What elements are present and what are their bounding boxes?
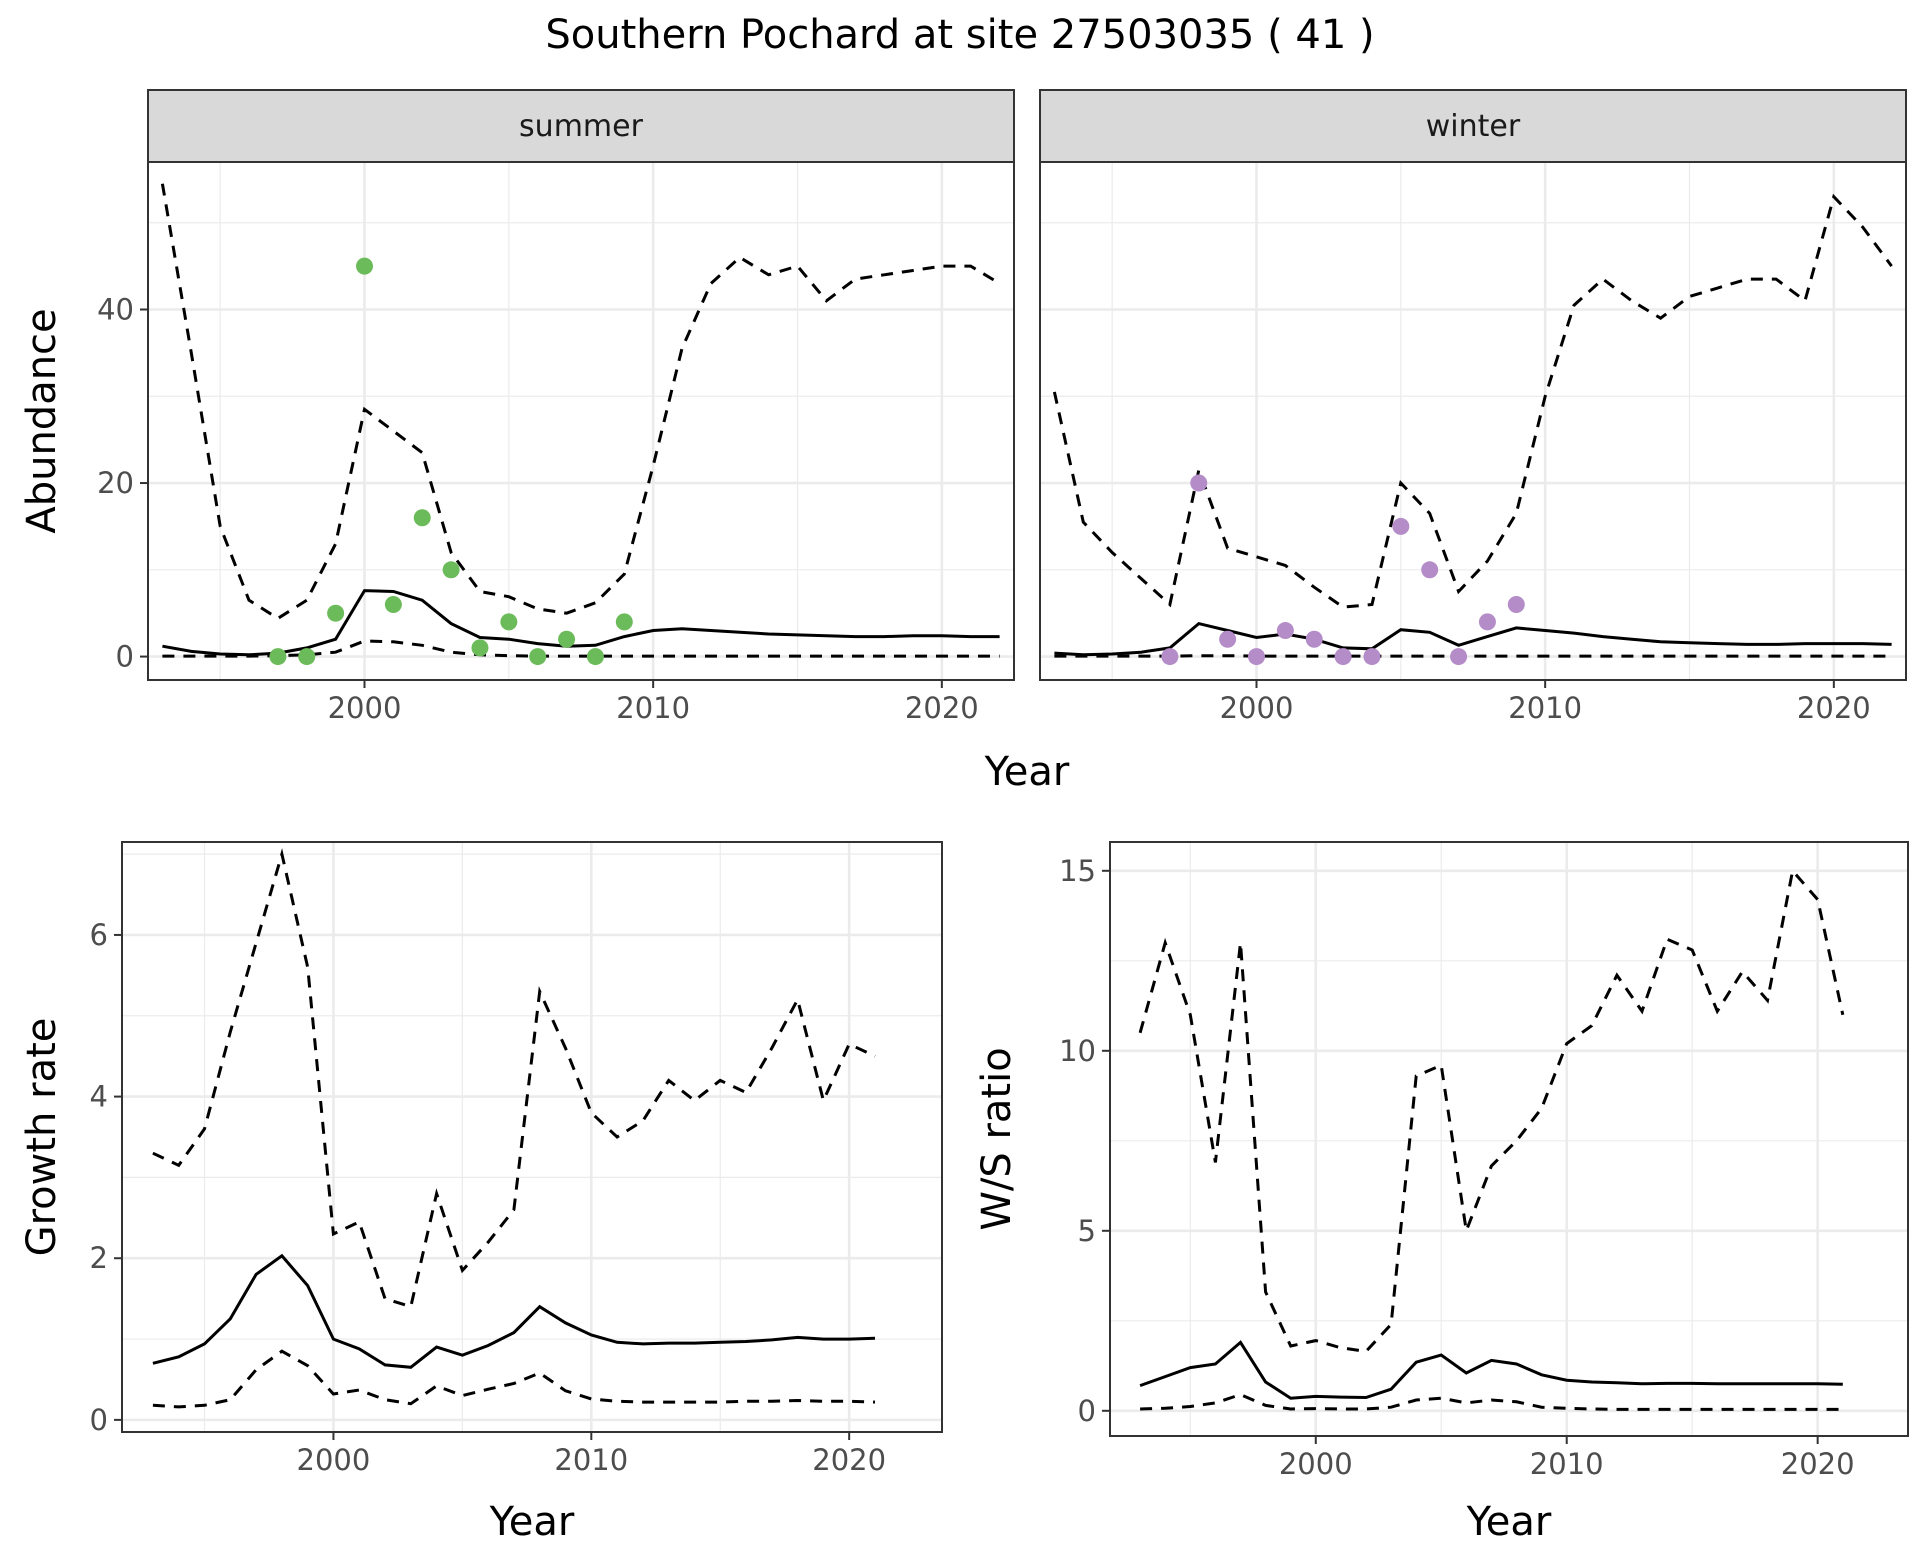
strip-winter [1039,89,1907,163]
winter-plot-border [1039,161,1907,681]
y-tick-label: 15 [1059,854,1096,888]
winter-grid [1040,162,1906,680]
x-tick-label: 2000 [1279,1447,1353,1481]
ws-plot-border [1109,841,1909,1437]
observation-point [586,648,604,666]
observation-point [1161,648,1179,666]
lower-bound-line [1140,1392,1843,1411]
upper-bound-line [1138,867,1845,1353]
ws-grid [1110,842,1908,1436]
summer-lines [160,183,1001,658]
winter-points [1161,474,1525,666]
ws-ylabel: W/S ratio [974,1047,1020,1230]
ws-y-ticks: 0 5 10 15 [1059,854,1110,1428]
y-tick-label: 5 [1078,1214,1096,1248]
ws-xlabel: Year [1466,1499,1552,1545]
summer-x-ticks: 2000 2010 2020 [328,680,979,725]
observation-point [529,648,547,666]
abundance-xlabel: Year [984,749,1070,795]
observation-point [442,561,460,579]
strip-summer [147,89,1015,163]
growth-xlabel: Year [489,1499,575,1545]
x-tick-label: 2020 [1781,1447,1855,1481]
observation-point [1219,630,1237,648]
ws-ratio-panel: 2000 2010 2020 0 5 10 15 W/S ratio Year [974,841,1909,1545]
median-line [1054,621,1892,657]
upper-bound-line [160,183,1001,621]
y-tick-label: 0 [90,1403,108,1437]
observation-point [1392,517,1410,535]
chart-title: Southern Pochard at site 27503035 ( 41 ) [545,12,1374,58]
observation-point [1190,474,1208,492]
growth-grid [122,842,942,1432]
growth-y-ticks: 0 2 4 6 [90,918,122,1437]
observation-point [1421,561,1439,579]
observation-point [356,257,373,275]
growth-x-ticks: 2000 2010 2020 [297,1432,886,1477]
observation-point [1334,648,1352,666]
x-tick-label: 2000 [1220,691,1294,725]
ws-x-ticks: 2000 2010 2020 [1279,1436,1855,1481]
y-tick-label: 4 [90,1080,108,1114]
y-tick-label: 40 [97,293,134,327]
abundance-winter-panel: winter 2000 2010 2020 [1039,89,1907,725]
observation-point [558,630,576,648]
y-tick-label: 2 [90,1241,108,1275]
lower-bound-line [152,1349,876,1409]
observation-point [327,604,345,622]
observation-point [298,648,316,666]
observation-point [500,613,518,631]
growth-plot-border [121,841,943,1433]
winter-lines [1052,193,1893,658]
observation-point [1248,648,1265,666]
growth-lines [152,848,876,1409]
summer-plot-border [147,161,1015,681]
x-tick-label: 2010 [554,1443,628,1477]
observation-point [471,639,489,657]
abundance-summer-panel: summer 2000 2010 2020 0 20 40 [97,89,1015,725]
strip-winter-label: winter [1426,109,1521,144]
observation-point [1478,613,1496,631]
median-line [162,589,1000,657]
ws-lines [1138,867,1845,1411]
y-tick-label: 20 [97,466,134,500]
x-tick-label: 2010 [616,691,690,725]
upper-bound-line [1052,193,1893,609]
x-tick-label: 2000 [328,691,402,725]
strip-summer-label: summer [519,109,644,144]
x-tick-label: 2020 [812,1443,886,1477]
x-tick-label: 2020 [905,691,979,725]
x-tick-label: 2020 [1797,691,1871,725]
summer-grid [148,162,1014,680]
observation-point [1507,596,1525,614]
observation-point [1450,648,1468,666]
observation-point [1363,648,1381,666]
x-tick-label: 2000 [297,1443,371,1477]
lower-bound-line [162,639,1000,658]
upper-bound-line [152,848,876,1309]
y-tick-label: 0 [1078,1394,1096,1428]
growth-rate-panel: 2000 2010 2020 0 2 4 6 Growth rate Year [19,841,943,1545]
summer-points [269,257,633,666]
observation-point [1305,630,1323,648]
abundance-ylabel: Abundance [19,308,65,533]
observation-point [384,596,402,614]
y-tick-label: 10 [1059,1034,1096,1068]
observation-point [413,509,431,527]
x-tick-label: 2010 [1508,691,1582,725]
growth-ylabel: Growth rate [19,1018,65,1257]
median-line [152,1253,876,1369]
observation-point [615,613,633,631]
y-tick-label: 0 [116,640,134,674]
x-tick-label: 2010 [1530,1447,1604,1481]
summer-y-ticks: 0 20 40 [97,293,148,674]
observation-point [1276,622,1294,640]
y-tick-label: 6 [90,918,108,952]
winter-x-ticks: 2000 2010 2020 [1220,680,1871,725]
observation-point [269,648,287,666]
median-line [1139,1340,1843,1400]
